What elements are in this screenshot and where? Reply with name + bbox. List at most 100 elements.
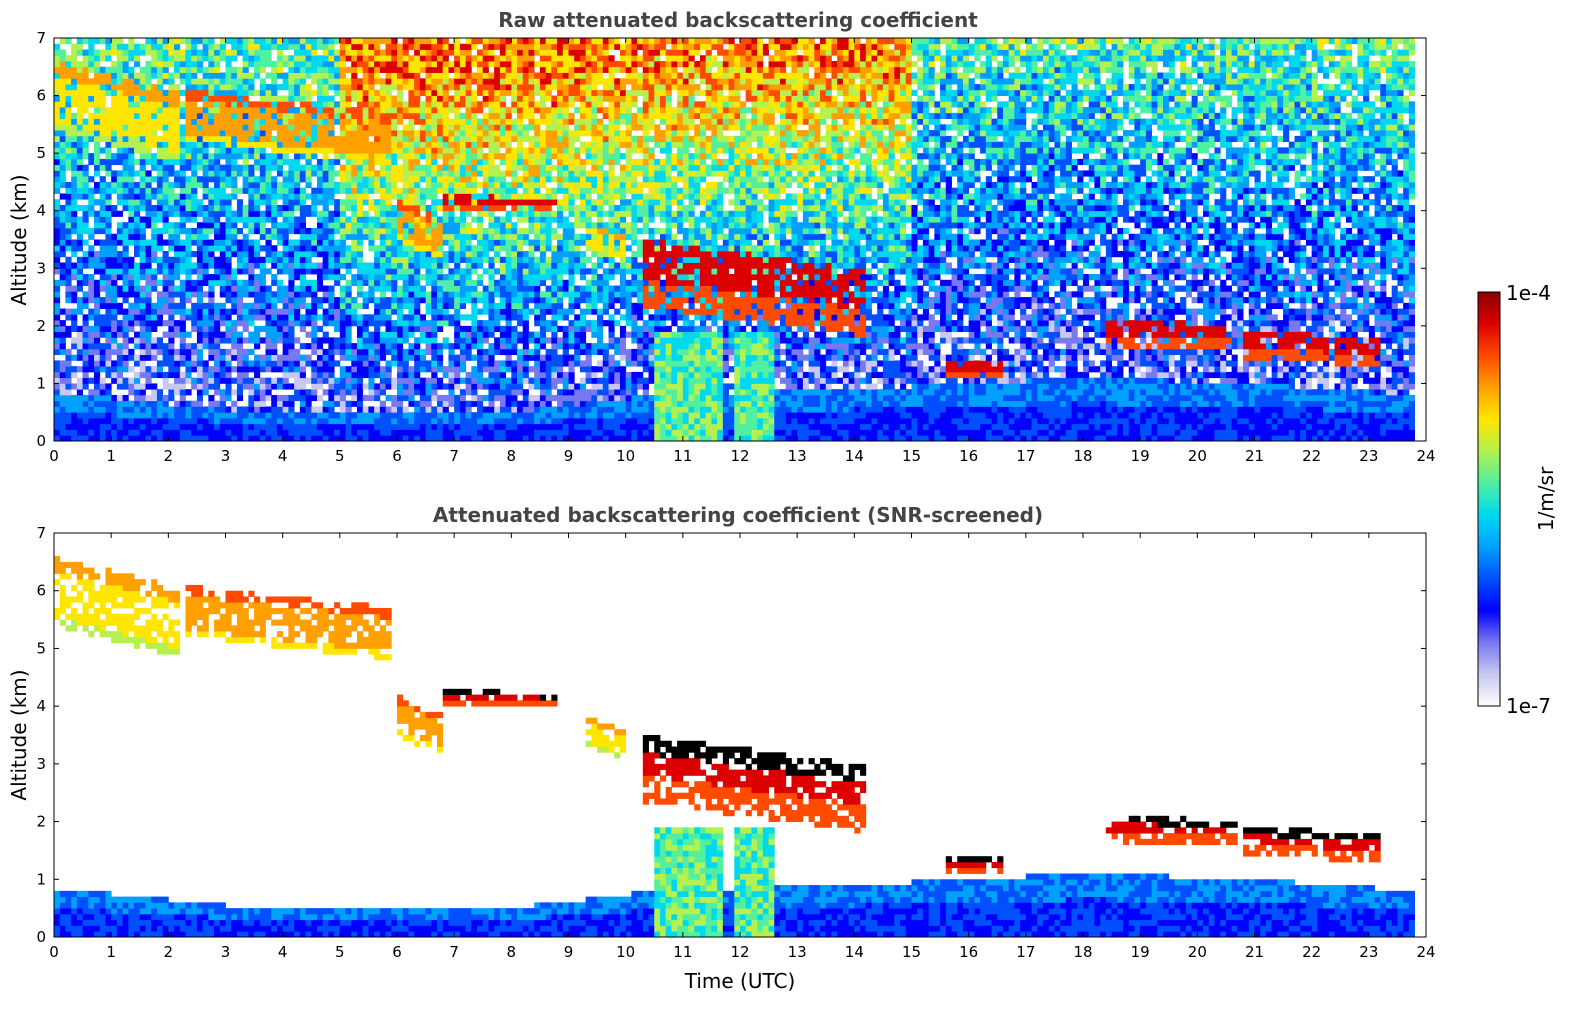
heatmap-cell bbox=[59, 176, 66, 183]
heatmap-cell bbox=[471, 55, 478, 62]
heatmap-cell bbox=[482, 348, 489, 356]
heatmap-cell bbox=[94, 360, 101, 367]
heatmap-cell bbox=[185, 204, 192, 212]
heatmap-cell bbox=[156, 394, 164, 402]
heatmap-cell bbox=[156, 412, 164, 419]
heatmap-cell bbox=[242, 256, 249, 263]
heatmap-cell bbox=[111, 43, 118, 50]
heatmap-cell bbox=[431, 354, 438, 361]
heatmap-cell bbox=[334, 38, 341, 45]
heatmap-cell bbox=[425, 239, 432, 246]
heatmap-cell bbox=[419, 84, 426, 91]
heatmap-cell bbox=[231, 417, 238, 425]
heatmap-cell bbox=[105, 423, 112, 430]
heatmap-cell bbox=[265, 233, 272, 240]
heatmap-cell bbox=[316, 124, 324, 131]
heatmap-cell bbox=[339, 291, 346, 298]
heatmap-cell bbox=[465, 245, 472, 252]
heatmap-cell bbox=[454, 245, 461, 252]
heatmap-cell bbox=[288, 38, 295, 45]
heatmap-cell bbox=[488, 429, 495, 436]
heatmap-cell bbox=[162, 222, 169, 229]
heatmap-cell bbox=[379, 170, 386, 177]
heatmap-cell bbox=[271, 210, 278, 217]
heatmap-cell bbox=[65, 262, 72, 269]
heatmap-cell bbox=[219, 164, 226, 171]
heatmap-cell bbox=[511, 389, 518, 396]
heatmap-cell bbox=[442, 118, 449, 125]
heatmap-cell bbox=[54, 325, 61, 333]
heatmap-cell bbox=[128, 233, 135, 240]
heatmap-cell bbox=[71, 95, 78, 102]
heatmap-cell bbox=[488, 348, 495, 356]
heatmap-cell bbox=[265, 187, 272, 194]
heatmap-cell bbox=[322, 130, 329, 137]
heatmap-cell bbox=[305, 417, 312, 425]
heatmap-cell bbox=[265, 302, 272, 309]
heatmap-cell bbox=[196, 61, 204, 68]
heatmap-cell bbox=[459, 199, 466, 206]
heatmap-cell bbox=[134, 406, 141, 413]
heatmap-cell bbox=[465, 325, 472, 333]
heatmap-cell bbox=[196, 204, 204, 212]
heatmap-cell bbox=[236, 320, 244, 327]
heatmap-cell bbox=[231, 112, 238, 119]
heatmap-cell bbox=[471, 170, 478, 177]
heatmap-cell bbox=[236, 72, 244, 79]
heatmap-cell bbox=[397, 118, 404, 125]
heatmap-cell bbox=[202, 84, 209, 91]
heatmap-cell bbox=[402, 285, 409, 292]
heatmap-cell bbox=[54, 245, 61, 252]
heatmap-cell bbox=[482, 199, 489, 206]
heatmap-cell bbox=[145, 291, 152, 298]
heatmap-cell bbox=[59, 377, 66, 384]
heatmap-cell bbox=[122, 400, 129, 407]
heatmap-cell bbox=[225, 95, 232, 102]
heatmap-cell bbox=[54, 371, 61, 379]
heatmap-cell bbox=[391, 187, 398, 194]
heatmap-cell bbox=[99, 135, 106, 143]
heatmap-cell bbox=[259, 406, 266, 413]
heatmap-cell bbox=[156, 72, 164, 79]
heatmap-cell bbox=[368, 164, 375, 171]
heatmap-cell bbox=[425, 107, 432, 114]
heatmap-cell bbox=[334, 141, 341, 148]
heatmap-cell bbox=[128, 239, 135, 246]
heatmap-cell bbox=[328, 389, 335, 396]
heatmap-cell bbox=[368, 158, 375, 166]
heatmap-cell bbox=[328, 43, 335, 50]
heatmap-cell bbox=[465, 95, 472, 102]
heatmap-cell bbox=[214, 423, 221, 430]
heatmap-cell bbox=[374, 43, 381, 50]
heatmap-cell bbox=[339, 343, 346, 350]
heatmap-cell bbox=[236, 366, 244, 373]
heatmap-cell bbox=[88, 78, 95, 85]
heatmap-cell bbox=[311, 245, 318, 252]
heatmap-cell bbox=[437, 130, 444, 137]
heatmap-cell bbox=[459, 43, 466, 50]
heatmap-cell bbox=[402, 130, 409, 137]
heatmap-cell bbox=[482, 268, 489, 275]
heatmap-cell bbox=[242, 61, 249, 68]
heatmap-cell bbox=[236, 435, 244, 442]
heatmap-cell bbox=[174, 176, 181, 183]
heatmap-cell bbox=[99, 112, 106, 119]
heatmap-cell bbox=[442, 170, 449, 177]
heatmap-cell bbox=[231, 239, 238, 246]
heatmap-cell bbox=[236, 135, 244, 143]
heatmap-cell bbox=[328, 78, 335, 85]
heatmap-cell bbox=[505, 320, 512, 327]
heatmap-cell bbox=[397, 233, 404, 240]
heatmap-cell bbox=[156, 181, 164, 189]
heatmap-cell bbox=[214, 135, 221, 143]
heatmap-cell bbox=[128, 366, 135, 373]
heatmap-cell bbox=[437, 343, 444, 350]
heatmap-cell bbox=[185, 377, 192, 384]
heatmap-cell bbox=[385, 239, 392, 246]
heatmap-cell bbox=[311, 262, 318, 269]
heatmap-cell bbox=[219, 187, 226, 194]
heatmap-cell bbox=[505, 118, 512, 125]
heatmap-cell bbox=[236, 147, 244, 154]
heatmap-cell bbox=[437, 412, 444, 419]
heatmap-cell bbox=[448, 239, 455, 246]
